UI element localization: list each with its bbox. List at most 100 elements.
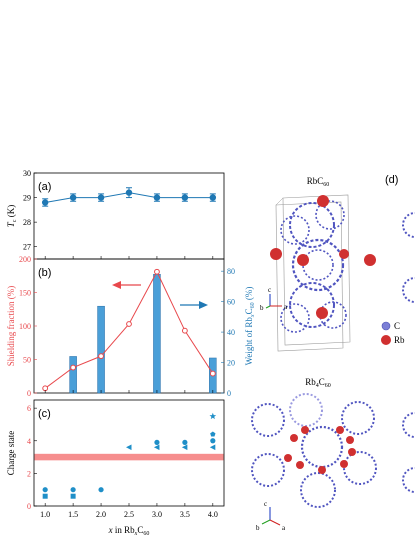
axis-letter-b: b	[260, 304, 264, 312]
structure-rbc60	[270, 194, 376, 352]
panel-a-frame	[33, 172, 225, 260]
ylabel-a-sub: c	[12, 219, 18, 222]
structure-rb4c60	[251, 393, 377, 508]
x-tick-label: 1.0	[40, 510, 50, 519]
c-point-square	[70, 493, 76, 499]
x-tick-label: 1.5	[68, 510, 78, 519]
axis-letter-b: b	[256, 524, 260, 532]
rb-atom	[348, 448, 356, 456]
title-bottom-sub: 60	[325, 383, 331, 389]
x-tick-label: 2.0	[96, 510, 106, 519]
fullerene-cluster-mid	[291, 238, 345, 292]
rb-atom	[346, 436, 354, 444]
c-y-tick-label: 0	[27, 502, 31, 511]
axis-letter-a: a	[284, 303, 288, 311]
structure-legend: C Rb	[381, 321, 405, 345]
axis-letter-c: c	[268, 286, 271, 294]
c-point-square	[42, 493, 48, 499]
fullerene-cluster-bottom	[280, 282, 347, 333]
b-right-tick-label: 0	[227, 389, 231, 398]
panel-a-label: (a)	[38, 181, 51, 193]
ylabel-b-right-mid: C	[244, 308, 254, 314]
title-bottom-c: C	[319, 377, 325, 387]
c-point-circle	[98, 487, 104, 493]
axis-triad-top: c b a	[260, 286, 288, 312]
x-tick-label: 4.0	[208, 510, 218, 519]
axis-letter-a: a	[282, 524, 286, 532]
b-shielding-point	[154, 268, 160, 275]
legend-c-marker	[381, 321, 391, 331]
ylabel-a-main: T	[6, 221, 16, 227]
b-weight-bar	[97, 305, 105, 394]
b-left-tick-label: 50	[23, 356, 31, 365]
c-point-pentagon	[210, 431, 216, 437]
c-point-triangle	[181, 444, 188, 451]
arrow-left	[112, 281, 141, 289]
arrow-right	[180, 301, 208, 309]
xlabel-mid: in Rb	[113, 525, 136, 535]
rb-atom	[339, 249, 349, 259]
x-axis: 1.0 1.5 2.0 2.5 3.0 3.5 4.0	[40, 256, 218, 519]
panel-c-frame	[33, 399, 225, 507]
rb-atom	[290, 434, 298, 442]
legend-rb-marker	[381, 335, 391, 345]
axis-triad-bottom: c b a	[256, 500, 286, 532]
a-point	[125, 189, 133, 196]
panel-b-label: (b)	[38, 267, 51, 279]
c-y-tick-label: 6	[27, 404, 31, 413]
ylabel-a-unit: (K)	[6, 205, 16, 220]
b-left-tick-label: 100	[19, 322, 31, 331]
x-axis-label: x in RbxC60	[108, 525, 150, 537]
a-point	[69, 194, 77, 201]
panel-b-ylabel-left: Shielding fraction (%)	[6, 286, 16, 366]
legend-rb-label: Rb	[394, 335, 405, 345]
a-y-tick-label: 30	[23, 169, 31, 178]
c-y-tick-label: 4	[27, 437, 31, 446]
title-top-sub: 60	[323, 182, 329, 188]
c-point-circle	[210, 438, 216, 444]
b-right-tick-label: 20	[227, 359, 235, 368]
b-shielding-point	[126, 321, 132, 327]
panel-a-ylabel: Tc (K)	[6, 205, 18, 227]
xlabel-sub: 60	[143, 531, 149, 537]
title-top-pre: RbC	[307, 176, 324, 186]
b-shielding-point	[209, 370, 216, 377]
xlabel-sub-x: x	[134, 531, 138, 537]
a-y-tick-label: 29	[23, 194, 31, 203]
b-right-tick-label: 60	[227, 298, 235, 307]
rb-atom	[284, 454, 292, 462]
rb-atom	[296, 461, 304, 469]
b-right-tick-label: 40	[227, 328, 235, 337]
structure-clipped-right	[402, 212, 415, 493]
a-point	[97, 194, 105, 201]
c-point-circle	[70, 487, 76, 493]
panel-b-ylabel-right: Weight of RbxC60 (%)	[244, 287, 256, 366]
b-shielding-point	[70, 364, 77, 371]
c-point-star	[209, 412, 217, 420]
c-point-circle	[182, 439, 188, 445]
ylabel-b-right-post: (%)	[244, 287, 254, 303]
rb-atom	[340, 460, 348, 468]
a-point	[181, 194, 189, 201]
b-left-tick-label: 150	[19, 289, 31, 298]
rb-atom	[336, 426, 344, 434]
rb-atom	[364, 254, 376, 266]
rb-atom	[318, 466, 326, 474]
c-charge-band	[34, 453, 224, 461]
structure-title-rb4c60: Rb4C60	[305, 377, 331, 389]
c-point-triangle	[209, 444, 216, 451]
title-bottom-pre: Rb	[305, 377, 316, 387]
axis-letter-c: c	[264, 500, 267, 508]
a-y-tick-label: 27	[23, 243, 31, 252]
a-point	[153, 194, 161, 201]
b-weight-bar	[153, 273, 161, 394]
c-point-circle	[42, 487, 48, 493]
ylabel-b-right-sub: 60	[250, 302, 256, 308]
panel-c-ylabel: Charge state	[6, 431, 16, 476]
rb-atom	[301, 426, 309, 434]
xlabel-x: x	[108, 525, 113, 535]
structure-title-rbc60: RbC60	[307, 176, 330, 188]
a-point	[209, 194, 217, 201]
title-bottom-mid-sub: 4	[316, 383, 319, 389]
xlabel-c: C	[137, 525, 143, 535]
